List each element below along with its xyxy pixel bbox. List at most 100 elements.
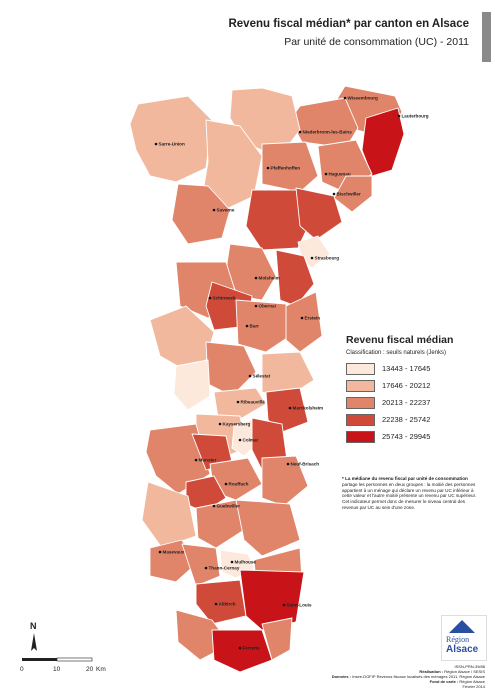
city-label: Lauterbourg bbox=[402, 114, 429, 119]
note-body: partage les personnes en deux groupes : … bbox=[342, 481, 477, 510]
city-marker bbox=[343, 96, 347, 100]
city-label: Kaysersberg bbox=[223, 422, 251, 427]
legend-label: 13443 - 17645 bbox=[382, 364, 431, 373]
city-label: Colmar bbox=[243, 438, 259, 443]
city-marker bbox=[332, 192, 336, 196]
city-marker bbox=[286, 462, 290, 466]
scale-tick: 10 bbox=[53, 666, 61, 673]
credits-realisation-value: Région Alsace / SESIS bbox=[444, 669, 485, 674]
canton-area bbox=[195, 499, 245, 549]
canton-area bbox=[275, 249, 315, 307]
credits-fond-value: Région Alsace bbox=[459, 679, 485, 684]
city-marker bbox=[230, 560, 234, 564]
canton-area bbox=[211, 629, 273, 673]
canton-area bbox=[285, 291, 323, 353]
city-label: Haguenau bbox=[329, 172, 351, 177]
city-label: Rouffach bbox=[229, 482, 249, 487]
city-marker bbox=[248, 374, 252, 378]
city-label: Masevaux bbox=[163, 550, 185, 555]
canton-area bbox=[203, 119, 263, 211]
map-title: Revenu fiscal médian* par canton en Alsa… bbox=[228, 18, 469, 30]
city-label: Neuf-Brisach bbox=[291, 462, 320, 467]
city-label: Munster bbox=[199, 458, 217, 463]
legend-item: 13443 - 17645 bbox=[346, 360, 486, 377]
city-label: Ferrette bbox=[243, 646, 261, 651]
credits-date: Février 2014 bbox=[462, 684, 485, 689]
city-marker bbox=[288, 406, 292, 410]
map-subtitle: Par unité de consommation (UC) - 2011 bbox=[284, 36, 469, 48]
city-marker bbox=[214, 602, 218, 606]
city-marker bbox=[238, 438, 242, 442]
canton-area bbox=[173, 359, 211, 411]
city-label: Barr bbox=[250, 324, 260, 329]
canton-area bbox=[361, 107, 405, 177]
canton-area bbox=[295, 187, 343, 241]
credits-donnees-value: Insee-DGFIP Revenus fiscaux localisés de… bbox=[352, 674, 485, 679]
legend-swatch bbox=[346, 362, 375, 375]
canton-area bbox=[235, 299, 291, 353]
legend: Revenu fiscal médian Classification : se… bbox=[346, 334, 486, 445]
city-marker bbox=[254, 304, 258, 308]
city-marker bbox=[282, 603, 286, 607]
city-marker bbox=[212, 504, 216, 508]
canton-area bbox=[261, 141, 319, 193]
north-label: N bbox=[30, 621, 37, 631]
city-marker bbox=[218, 422, 222, 426]
scale-tick: 20 bbox=[86, 666, 94, 673]
city-marker bbox=[397, 114, 401, 118]
city-marker bbox=[158, 550, 162, 554]
credits-issn: ISSN-PRN-39/88 bbox=[454, 664, 485, 669]
canton-area bbox=[205, 341, 257, 397]
legend-label: 22238 - 25742 bbox=[382, 415, 431, 424]
canton-area bbox=[261, 617, 293, 661]
city-label: Guebwiller bbox=[217, 504, 241, 509]
city-marker bbox=[204, 566, 208, 570]
city-label: Saverne bbox=[217, 208, 235, 213]
legend-item: 25743 - 29945 bbox=[346, 428, 486, 445]
canton-area bbox=[195, 579, 247, 625]
credits-realisation-label: Réalisation : bbox=[419, 669, 444, 674]
city-label: Bischwiller bbox=[337, 192, 361, 197]
legend-item: 22238 - 25742 bbox=[346, 411, 486, 428]
city-marker bbox=[154, 142, 158, 146]
scale-unit: Km bbox=[96, 666, 106, 673]
city-label: Sarre-Union bbox=[159, 142, 185, 147]
canton-area bbox=[213, 387, 267, 419]
city-marker bbox=[300, 316, 304, 320]
city-label: Obernai bbox=[259, 304, 276, 309]
note-heading: * La médiane du revenu fiscal par unité … bbox=[342, 476, 468, 481]
city-label: Sélestat bbox=[253, 374, 271, 379]
legend-swatch bbox=[346, 430, 375, 443]
canton-area bbox=[261, 455, 309, 507]
city-label: Marckolsheim bbox=[293, 406, 324, 411]
legend-item: 20213 - 22237 bbox=[346, 394, 486, 411]
logo-triangle-icon bbox=[449, 620, 475, 633]
canton-area bbox=[239, 569, 305, 631]
city-marker bbox=[245, 324, 249, 328]
logo-text-alsace: Alsace bbox=[446, 644, 479, 655]
city-marker bbox=[194, 458, 198, 462]
header-accent-bar bbox=[482, 12, 491, 62]
canton-area bbox=[235, 499, 301, 557]
credits-donnees-label: Données : bbox=[331, 674, 352, 679]
city-marker bbox=[236, 400, 240, 404]
canton-area bbox=[181, 543, 221, 587]
legend-subtitle: Classification : seuils naturels (Jenks) bbox=[346, 350, 447, 356]
canton-area bbox=[265, 387, 309, 433]
city-label: Strasbourg bbox=[315, 256, 340, 261]
credits-fond-label: Fond de carte : bbox=[429, 679, 459, 684]
city-marker bbox=[310, 256, 314, 260]
legend-label: 20213 - 22237 bbox=[382, 398, 431, 407]
city-marker bbox=[238, 646, 242, 650]
methodology-note: * La médiane du revenu fiscal par unité … bbox=[342, 476, 482, 511]
legend-label: 17646 - 20212 bbox=[382, 381, 431, 390]
canton-area bbox=[289, 97, 359, 149]
city-label: Niederbronn-les-Bains bbox=[303, 130, 353, 135]
legend-item: 17646 - 20212 bbox=[346, 377, 486, 394]
cantons-layer bbox=[129, 85, 405, 673]
legend-swatch bbox=[346, 396, 375, 409]
city-markers: Wissembourg Lauterbourg Niederbronn-les-Ba… bbox=[154, 96, 429, 651]
north-arrow-icon bbox=[31, 633, 37, 651]
credits: ISSN-PRN-39/88 Réalisation : Région Alsa… bbox=[332, 664, 485, 689]
city-label: Mulhouse bbox=[235, 560, 257, 565]
